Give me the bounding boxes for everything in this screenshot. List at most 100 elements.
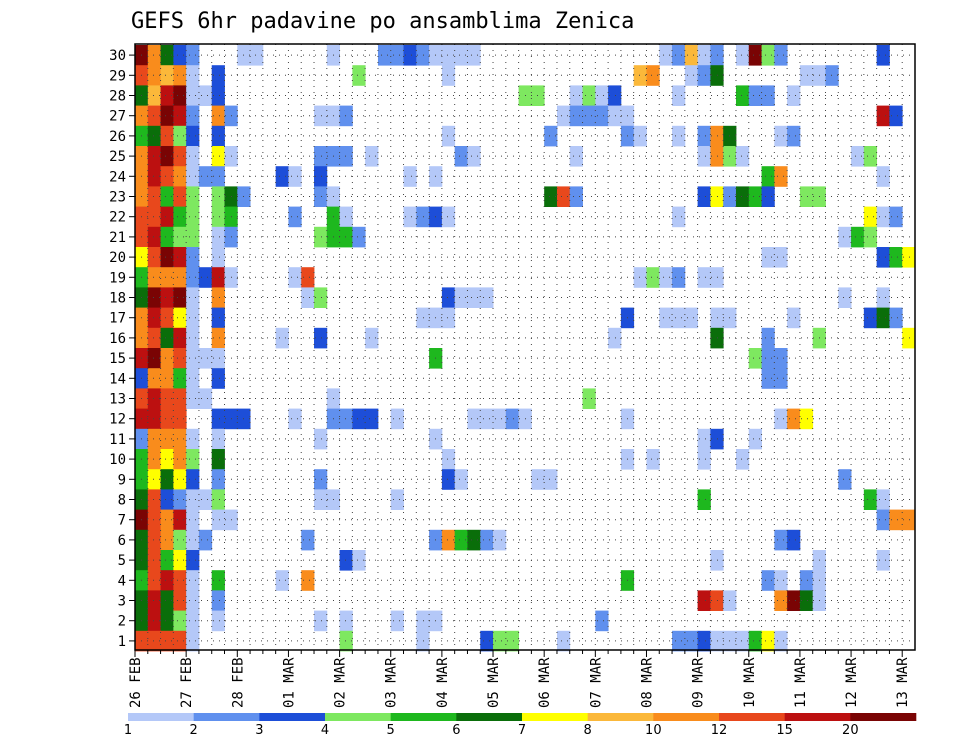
heatmap-cell [633, 65, 647, 86]
heatmap-cell [672, 206, 686, 228]
heatmap-cell [493, 529, 507, 551]
heatmap-cell [352, 550, 366, 571]
colorbar-segment [259, 713, 326, 721]
heatmap-cell [147, 529, 161, 551]
heatmap-cell [211, 125, 225, 147]
heatmap-cell [211, 267, 225, 288]
y-tick-label: 29 [109, 68, 126, 84]
heatmap-cell [160, 327, 174, 349]
heatmap-cell [339, 105, 353, 127]
heatmap-cell [441, 65, 456, 86]
heatmap-cell [876, 206, 890, 228]
heatmap-cell [569, 105, 583, 127]
heatmap-cell [275, 166, 289, 187]
heatmap-cell [556, 186, 571, 207]
heatmap-cell [211, 166, 225, 187]
heatmap-cell [211, 206, 225, 228]
y-tick-label: 17 [109, 311, 126, 327]
colorbar-segment [522, 713, 588, 721]
heatmap-cell [314, 186, 328, 207]
colorbar-label: 7 [518, 723, 526, 738]
heatmap-cell [761, 166, 775, 187]
heatmap-cell [684, 65, 699, 86]
heatmap-cell [774, 630, 788, 652]
heatmap-cell [876, 307, 890, 329]
heatmap-cell [608, 85, 622, 106]
heatmap-cell [774, 408, 788, 430]
heatmap-cell [735, 186, 750, 207]
x-tick-label: 26 FEB [128, 657, 144, 708]
heatmap-cell [198, 529, 213, 551]
heatmap-cell [774, 368, 788, 389]
heatmap-cell [186, 206, 200, 228]
heatmap-cell [697, 65, 711, 86]
heatmap-cell [774, 125, 788, 147]
heatmap-cell [787, 125, 801, 147]
colorbar-label: 6 [452, 723, 460, 738]
x-axis: 26 FEB 27 FEB 28 FEB 01 MAR 02 MAR 03 MAR 04 M… [128, 650, 911, 708]
heatmap-cell [147, 489, 161, 510]
heatmap-cell [774, 166, 788, 187]
grid-lines [135, 44, 915, 650]
heatmap-cell [288, 408, 302, 430]
heatmap-cell [697, 449, 711, 470]
heatmap-cell [160, 590, 174, 611]
heatmap-cell [147, 630, 161, 652]
heatmap-cell [761, 45, 775, 66]
heatmap-cell [160, 388, 174, 409]
heatmap-cell [454, 529, 468, 551]
heatmap-cell [314, 610, 328, 632]
heatmap-cell [876, 166, 890, 187]
y-tick-label: 12 [109, 412, 126, 428]
heatmap-cell [186, 247, 200, 268]
heatmap-cell [748, 630, 762, 652]
heatmap-cell [147, 247, 161, 268]
heatmap-cell [403, 45, 417, 66]
heatmap-cell [416, 45, 430, 66]
heatmap-cell [211, 105, 225, 127]
heatmap-cell [147, 388, 161, 409]
heatmap-cell [416, 610, 430, 632]
x-tick-label: 11 MAR [793, 657, 809, 708]
heatmap-cell [160, 550, 174, 571]
heatmap-cell [454, 45, 468, 66]
heatmap-cell [441, 287, 456, 308]
heatmap-cell [608, 105, 622, 127]
colorbar-label: 10 [645, 723, 662, 738]
heatmap-cell [761, 186, 775, 207]
heatmap-cell [211, 348, 225, 369]
heatmap-cell [480, 630, 494, 652]
heatmap-cell [198, 85, 213, 106]
y-tick-label: 8 [118, 493, 126, 509]
x-tick-label: 06 MAR [537, 657, 553, 708]
heatmap-cell [454, 469, 468, 490]
heatmap-cell [160, 449, 174, 470]
colorbar-segment [587, 713, 654, 721]
heatmap-cell [365, 146, 379, 167]
heatmap-cell [160, 529, 174, 551]
heatmap-cell [186, 449, 200, 470]
heatmap-cell [198, 489, 213, 510]
heatmap-cell [173, 267, 187, 288]
heatmap-cell [147, 327, 161, 349]
y-tick-label: 21 [109, 230, 126, 246]
heatmap-cell [186, 509, 200, 531]
heatmap-cell [339, 226, 353, 248]
heatmap-cell [288, 166, 302, 187]
heatmap-cell [186, 65, 200, 86]
x-tick-label: 10 MAR [742, 657, 758, 708]
heatmap-cell [851, 146, 865, 167]
heatmap-cell [761, 570, 775, 591]
heatmap-cell [863, 226, 878, 248]
heatmap-cell [390, 408, 404, 430]
heatmap-cell [390, 610, 404, 632]
heatmap-cell [173, 529, 187, 551]
heatmap-cell [544, 469, 558, 490]
heatmap-cell [186, 105, 200, 127]
heatmap-cell [582, 85, 596, 106]
heatmap-cell [314, 489, 328, 510]
colorbar-segment [128, 713, 194, 721]
heatmap-cell [876, 45, 890, 66]
heatmap-cell [863, 206, 878, 228]
colorbar-label: 8 [584, 723, 592, 738]
